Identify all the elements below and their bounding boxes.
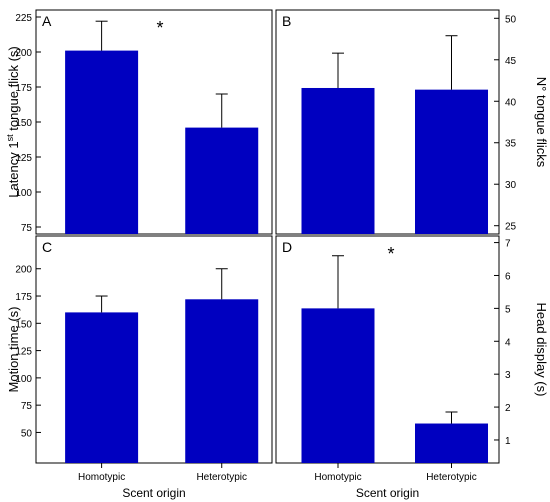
- significance-marker: *: [387, 244, 394, 264]
- y-tick-label: 35: [505, 139, 517, 150]
- y-tick-label: 100: [15, 188, 32, 199]
- bar-heterotypic: [415, 423, 489, 463]
- y-tick-label: 225: [15, 13, 32, 24]
- y-axis-label: Motion time (s): [6, 307, 21, 393]
- y-tick-label: 6: [505, 271, 511, 282]
- y-tick-label: 40: [505, 97, 517, 108]
- x-tick-label: Heterotypic: [196, 472, 247, 483]
- panel-a: A 75 100 125 150 175 200 225 * Latency 1st tongue…: [5, 9, 273, 235]
- y-tick-label: 175: [15, 83, 32, 94]
- y-tick-label: 150: [15, 319, 32, 330]
- y-axis-label-rest: tongue flick (s): [6, 46, 21, 134]
- y-axis-label: Head display (s): [534, 303, 549, 397]
- bar-homotypic: [65, 50, 139, 234]
- x-tick-label: Homotypic: [314, 472, 361, 483]
- panel-d: D 1 2 3 4 5 6 7 Homotypic Heterotypic * Head displa…: [275, 235, 549, 500]
- bar-homotypic: [301, 87, 375, 234]
- y-tick-label: 75: [21, 401, 33, 412]
- panel-label: A: [42, 13, 52, 29]
- x-axis-label: Scent origin: [122, 486, 185, 500]
- y-tick-label: 125: [15, 347, 32, 358]
- y-tick-label: 150: [15, 118, 32, 129]
- significance-marker: *: [156, 18, 163, 38]
- bar-heterotypic: [415, 89, 489, 235]
- y-axis-label-superscript: st: [5, 134, 15, 142]
- y-tick-label: 30: [505, 180, 517, 191]
- x-tick-label: Heterotypic: [426, 472, 477, 483]
- bar-homotypic: [301, 308, 375, 463]
- y-tick-label: 125: [15, 153, 32, 164]
- y-tick-label: 2: [505, 403, 511, 414]
- y-axis-label: N° tongue flicks: [534, 77, 549, 168]
- x-tick-label: Homotypic: [78, 472, 125, 483]
- y-tick-label: 25: [505, 222, 517, 233]
- y-tick-label: 50: [21, 428, 33, 439]
- bar-homotypic: [65, 312, 139, 463]
- bar-heterotypic: [185, 127, 259, 234]
- y-axis-label: Latency 1st tongue flick (s): [5, 46, 21, 198]
- panel-c: C 50 75 100 125 150 175 200 Homotypic Heterotypic…: [6, 235, 273, 500]
- panel-frame: [35, 235, 273, 464]
- panel-label: C: [42, 239, 52, 255]
- panel-label: D: [282, 239, 292, 255]
- y-tick-label: 3: [505, 370, 511, 381]
- panel-frame: [275, 235, 500, 464]
- bar-heterotypic: [185, 299, 259, 463]
- x-axis-label: Scent origin: [356, 486, 419, 500]
- y-tick-label: 7: [505, 239, 511, 250]
- y-tick-label: 200: [15, 48, 32, 59]
- panel-b: B 25 30 35 40 45 50 N° tongue flicks: [275, 9, 549, 235]
- y-tick-label: 175: [15, 292, 32, 303]
- y-tick-label: 100: [15, 374, 32, 385]
- y-tick-label: 45: [505, 56, 517, 67]
- y-tick-label: 50: [505, 14, 517, 25]
- y-tick-label: 4: [505, 337, 511, 348]
- y-tick-label: 200: [15, 265, 32, 276]
- y-tick-label: 5: [505, 304, 511, 315]
- y-tick-label: 75: [21, 223, 33, 234]
- panel-label: B: [282, 13, 291, 29]
- y-tick-label: 1: [505, 436, 511, 447]
- panel-frame: [275, 9, 500, 235]
